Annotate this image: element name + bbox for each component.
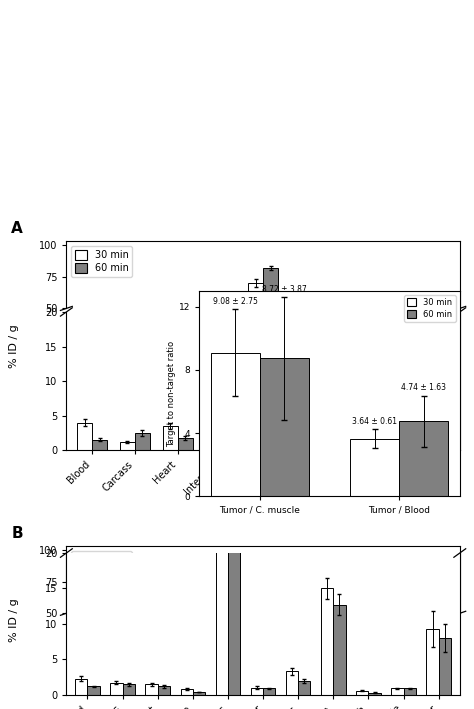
Bar	[392, 362, 406, 372]
Legend: 30 min, 60 min: 30 min, 60 min	[404, 295, 456, 322]
Bar	[205, 445, 220, 450]
Bar	[403, 688, 416, 695]
Bar	[260, 358, 309, 496]
Bar	[205, 371, 220, 372]
Bar	[399, 421, 448, 496]
Text: A: A	[11, 221, 23, 236]
Bar	[376, 357, 392, 450]
Bar	[263, 676, 275, 677]
Bar	[75, 679, 87, 695]
Bar	[110, 683, 123, 695]
Bar	[120, 442, 135, 450]
Bar	[391, 688, 403, 695]
Bar	[178, 369, 192, 372]
Bar	[392, 397, 406, 450]
Bar	[263, 688, 275, 695]
Bar	[263, 268, 278, 372]
Bar	[228, 213, 240, 695]
Bar	[181, 676, 193, 677]
Bar	[376, 354, 392, 372]
Bar	[348, 432, 364, 450]
Bar	[92, 370, 107, 372]
Bar	[263, 0, 278, 450]
Bar	[228, 591, 240, 677]
Text: 8.72 ± 3.87: 8.72 ± 3.87	[262, 285, 307, 294]
Bar	[439, 666, 451, 677]
Bar	[87, 675, 100, 677]
Bar	[403, 676, 416, 677]
Bar	[286, 671, 298, 695]
Bar	[334, 367, 348, 372]
Text: B: B	[11, 526, 23, 541]
Bar	[178, 437, 192, 450]
Bar	[298, 681, 310, 695]
Bar	[87, 686, 100, 695]
Bar	[158, 686, 170, 695]
Bar	[123, 675, 135, 677]
Bar	[321, 588, 333, 695]
Text: 4.74 ± 1.63: 4.74 ± 1.63	[401, 384, 446, 392]
Bar	[306, 444, 321, 450]
Bar	[135, 369, 150, 372]
Bar	[306, 371, 321, 372]
Bar	[123, 684, 135, 695]
Bar	[321, 658, 333, 677]
Bar	[77, 423, 92, 450]
Bar	[291, 370, 306, 372]
Bar	[135, 433, 150, 450]
Bar	[248, 0, 263, 450]
Bar	[216, 255, 228, 695]
Bar	[356, 676, 368, 677]
Bar	[427, 629, 439, 695]
Bar	[291, 441, 306, 450]
Text: 9.08 ± 2.75: 9.08 ± 2.75	[213, 297, 258, 306]
Bar	[298, 674, 310, 677]
Bar	[75, 674, 87, 677]
Bar	[334, 420, 348, 450]
Bar	[251, 688, 263, 695]
Bar	[120, 370, 135, 372]
Bar	[251, 676, 263, 677]
Bar	[163, 426, 178, 450]
Bar	[220, 447, 235, 450]
Legend: 30 min, 60 min: 30 min, 60 min	[71, 551, 132, 582]
Legend: 30 min, 60 min: 30 min, 60 min	[71, 246, 132, 277]
Bar	[248, 283, 263, 372]
Y-axis label: Target to non-target ratio: Target to non-target ratio	[167, 340, 176, 447]
Bar	[77, 367, 92, 372]
Bar	[348, 369, 364, 372]
Bar	[216, 598, 228, 677]
Text: % ID / g: % ID / g	[9, 324, 19, 367]
Bar	[427, 665, 439, 677]
Bar	[333, 661, 346, 677]
Bar	[146, 684, 158, 695]
Bar	[92, 440, 107, 450]
Bar	[146, 675, 158, 677]
Bar	[368, 693, 381, 695]
Bar	[181, 689, 193, 695]
Bar	[163, 367, 178, 372]
Bar	[110, 675, 123, 677]
Text: % ID / g: % ID / g	[9, 598, 19, 642]
Bar	[193, 692, 205, 695]
Bar	[419, 445, 434, 450]
Bar	[391, 676, 403, 677]
Bar	[158, 675, 170, 677]
Bar	[419, 371, 434, 372]
Bar	[211, 352, 260, 496]
Bar	[356, 691, 368, 695]
Bar	[434, 447, 449, 450]
Bar	[333, 605, 346, 695]
Bar	[439, 638, 451, 695]
Text: 3.64 ± 0.61: 3.64 ± 0.61	[352, 417, 397, 426]
Bar	[350, 439, 399, 496]
Bar	[286, 673, 298, 677]
